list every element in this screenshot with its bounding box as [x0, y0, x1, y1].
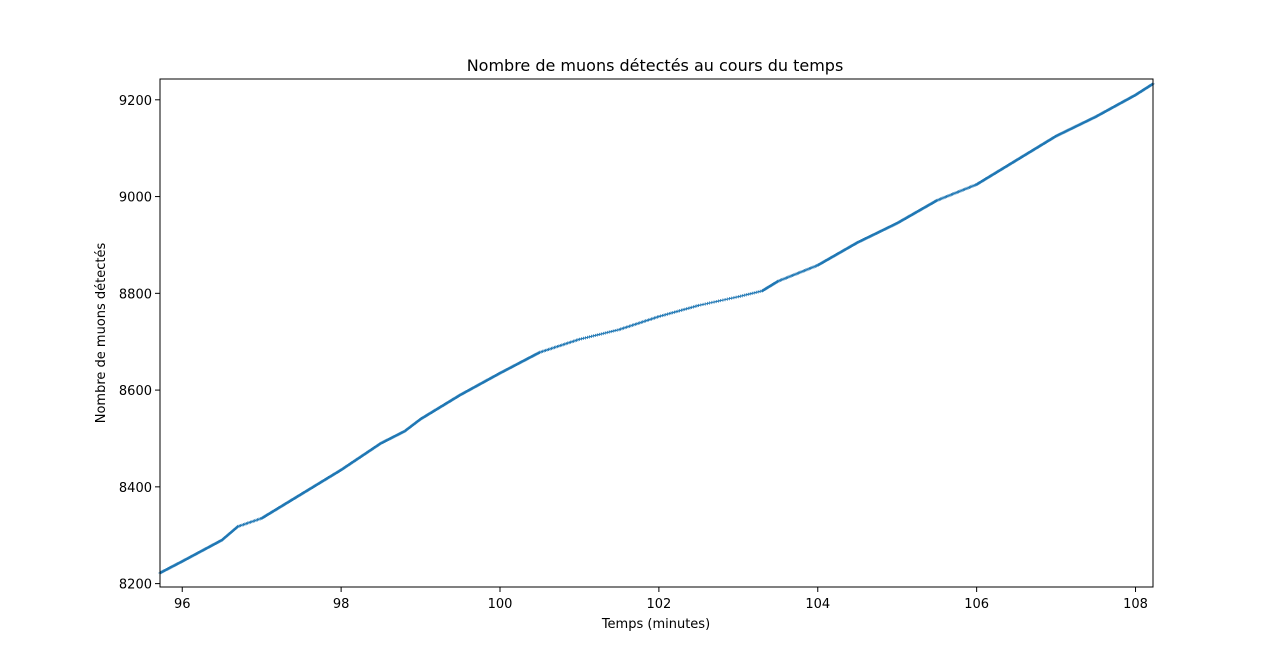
y-tick-label: 8200 — [119, 578, 152, 593]
x-tick-label: 108 — [1123, 597, 1148, 612]
x-tick-label: 106 — [964, 597, 989, 612]
chart-title: Nombre de muons détectés au cours du tem… — [467, 56, 844, 75]
x-tick-label: 102 — [646, 597, 671, 612]
x-axis-label: Temps (minutes) — [601, 617, 710, 632]
y-tick-label: 8800 — [119, 287, 152, 302]
y-tick-label: 9200 — [119, 94, 152, 109]
y-axis-label: Nombre de muons détectés — [94, 243, 109, 424]
plot-frame — [159, 78, 1154, 588]
x-tick-label: 98 — [333, 597, 350, 612]
y-axis-ticks: 8200 8400 8600 8800 9000 9200 — [119, 94, 160, 593]
x-tick-label: 96 — [174, 597, 191, 612]
y-tick-label: 8600 — [119, 384, 152, 399]
y-tick-label: 8400 — [119, 481, 152, 496]
series-markers — [158, 82, 1155, 575]
x-axis-ticks: 96 98 100 102 104 106 108 — [174, 587, 1148, 612]
x-tick-label: 104 — [805, 597, 830, 612]
y-tick-label: 9000 — [119, 191, 152, 206]
data-points — [158, 82, 1155, 575]
x-tick-label: 100 — [488, 597, 513, 612]
